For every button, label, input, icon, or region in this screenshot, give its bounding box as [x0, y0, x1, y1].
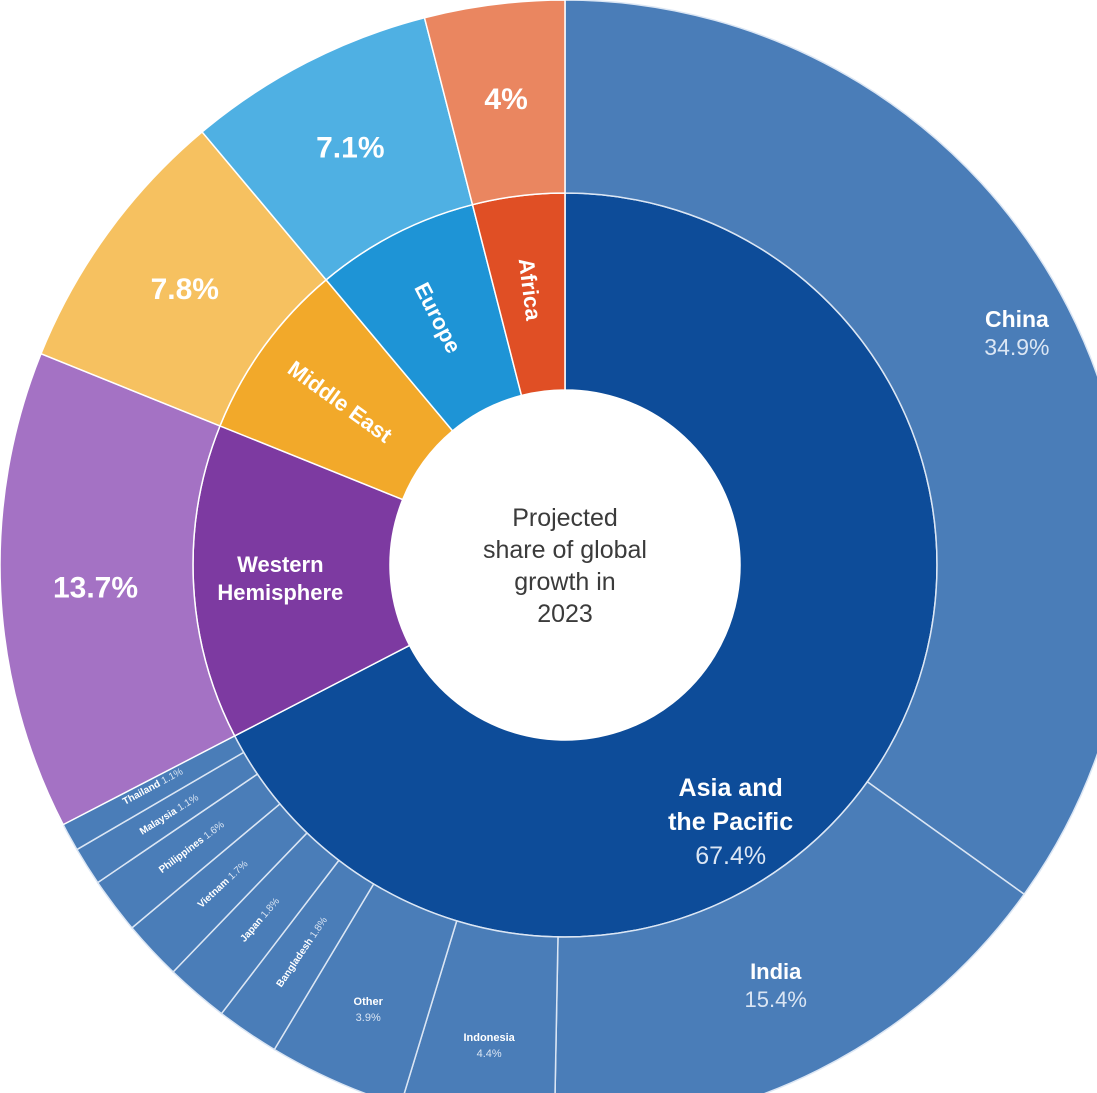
- label-other: Other: [354, 996, 384, 1008]
- value-china: 34.9%: [984, 334, 1049, 360]
- value-western-hemisphere: 13.7%: [53, 572, 138, 605]
- value-other: 3.9%: [356, 1012, 381, 1024]
- value-india: 15.4%: [745, 987, 807, 1012]
- label-western-hemisphere: Western Hemisphere: [217, 552, 343, 605]
- label-india: India: [750, 959, 802, 984]
- chart-title: Projected share of global growth in 2023: [483, 504, 647, 628]
- outer-wedge-india: [554, 780, 1026, 1093]
- outer-wedge-africa: [423, 0, 566, 206]
- value-africa: 4%: [484, 83, 527, 116]
- center-hole: [390, 390, 740, 740]
- outer-wedge-western-hemisphere: [0, 352, 236, 826]
- label-indonesia: Indonesia: [463, 1032, 515, 1044]
- value-europe: 7.1%: [316, 131, 384, 164]
- inner-ring: [192, 192, 938, 938]
- label-china: China: [985, 306, 1049, 332]
- outer-wedge-china: [564, 0, 1097, 896]
- label-asia-and-the-pacific: Asia and the Pacific 67.4%: [668, 774, 793, 870]
- value-indonesia: 4.4%: [477, 1048, 502, 1060]
- value-middle-east: 7.8%: [151, 273, 219, 306]
